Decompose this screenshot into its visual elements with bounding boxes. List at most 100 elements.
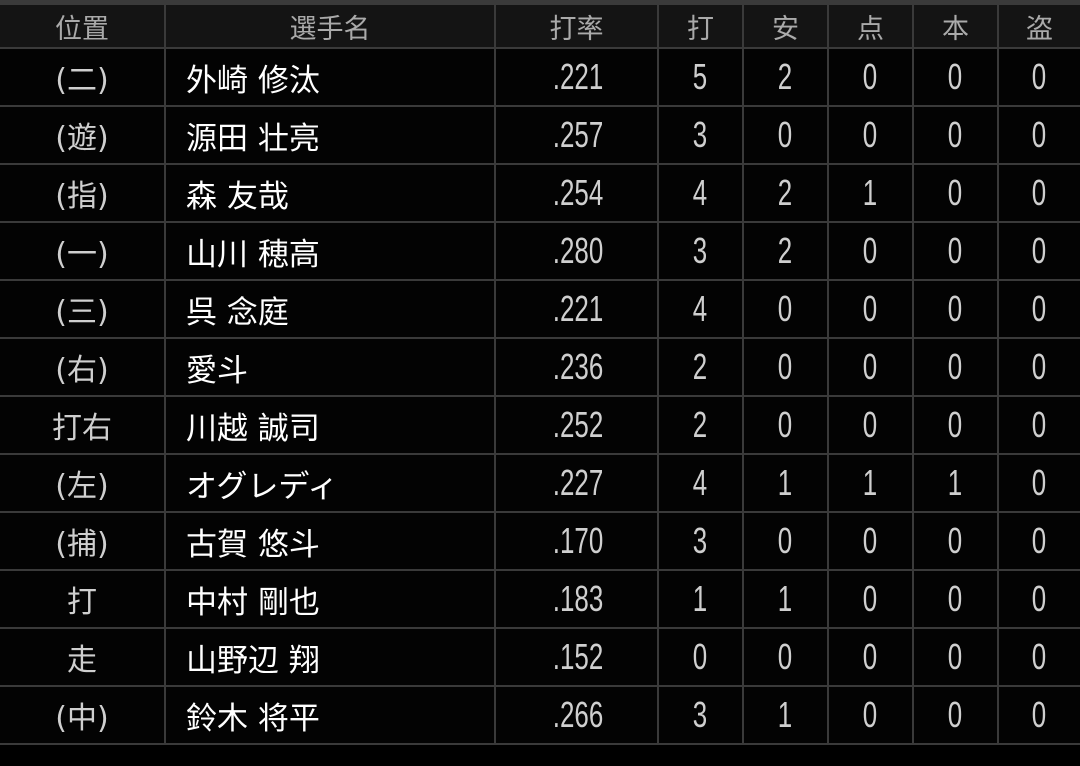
batting-stats-table: 位置 選手名 打率打安点本盗 (二) 外崎 修汰 .221 5 2 0 0 0 (遊) 源田 壮亮 .2… <box>0 5 1080 745</box>
cell-hits: 1 <box>742 569 829 629</box>
cell-value: 0 <box>948 56 963 97</box>
cell-value: 0 <box>863 578 878 619</box>
cell-hits: 0 <box>742 105 829 165</box>
table-row: 打右 川越 誠司 .252 2 0 0 0 0 <box>0 395 1080 455</box>
cell-rbi: 1 <box>827 453 914 513</box>
table-row: (左) オグレディ .227 4 1 1 1 0 <box>0 453 1080 513</box>
cell-value: .236 <box>552 346 604 387</box>
cell-hits: 0 <box>742 511 829 571</box>
table-row: (三) 呉 念庭 .221 4 0 0 0 0 <box>0 279 1080 339</box>
cell-batting-average: .183 <box>494 569 659 629</box>
cell-stolen-bases: 0 <box>997 47 1080 107</box>
cell-value: 0 <box>948 404 963 445</box>
cell-at-bats: 4 <box>657 453 744 513</box>
cell-value: 0 <box>948 520 963 561</box>
cell-rbi: 1 <box>827 163 914 223</box>
cell-stolen-bases: 0 <box>997 627 1080 687</box>
cell-value: 0 <box>778 636 793 677</box>
cell-batting-average: .254 <box>494 163 659 223</box>
cell-home-runs: 0 <box>912 47 999 107</box>
cell-stolen-bases: 0 <box>997 337 1080 397</box>
cell-value: .266 <box>552 694 604 735</box>
cell-batting-average: .280 <box>494 221 659 281</box>
cell-player-name: 川越 誠司 <box>164 395 496 455</box>
cell-home-runs: 0 <box>912 163 999 223</box>
cell-batting-average: .236 <box>494 337 659 397</box>
header-row: 位置 選手名 打率打安点本盗 <box>0 5 1080 49</box>
cell-value: 1 <box>778 578 793 619</box>
cell-value: 0 <box>1032 230 1047 271</box>
cell-position: (左) <box>0 453 166 513</box>
cell-value: 1 <box>863 172 878 213</box>
cell-value: .221 <box>552 56 604 97</box>
cell-stolen-bases: 0 <box>997 685 1080 745</box>
cell-stolen-bases: 0 <box>997 453 1080 513</box>
cell-value: 0 <box>1032 578 1047 619</box>
top-bar <box>0 0 1080 5</box>
cell-home-runs: 0 <box>912 337 999 397</box>
cell-value: 0 <box>863 636 878 677</box>
cell-value: 1 <box>693 578 708 619</box>
cell-player-name: 古賀 悠斗 <box>164 511 496 571</box>
cell-value: 0 <box>1032 346 1047 387</box>
cell-batting-average: .227 <box>494 453 659 513</box>
header-batting-average: 打率 <box>494 5 659 49</box>
table-row: (一) 山川 穂高 .280 3 2 0 0 0 <box>0 221 1080 281</box>
cell-hits: 0 <box>742 627 829 687</box>
cell-player-name: 山川 穂高 <box>164 221 496 281</box>
table-row: 走山野辺 翔 .152 0 0 0 0 0 <box>0 627 1080 687</box>
cell-value: 0 <box>778 404 793 445</box>
cell-home-runs: 0 <box>912 569 999 629</box>
cell-position: (三) <box>0 279 166 339</box>
cell-at-bats: 3 <box>657 685 744 745</box>
cell-value: 0 <box>778 346 793 387</box>
header-position: 位置 <box>0 5 166 49</box>
cell-value: 0 <box>948 578 963 619</box>
cell-value: 0 <box>863 520 878 561</box>
cell-value: .257 <box>552 114 604 155</box>
cell-at-bats: 4 <box>657 279 744 339</box>
cell-stolen-bases: 0 <box>997 569 1080 629</box>
cell-batting-average: .257 <box>494 105 659 165</box>
cell-value: 0 <box>948 172 963 213</box>
table-row: (右) 愛斗 .236 2 0 0 0 0 <box>0 337 1080 397</box>
cell-player-name: 源田 壮亮 <box>164 105 496 165</box>
cell-home-runs: 0 <box>912 627 999 687</box>
table-row: 打中村 剛也 .183 1 1 0 0 0 <box>0 569 1080 629</box>
cell-hits: 2 <box>742 221 829 281</box>
cell-rbi: 0 <box>827 685 914 745</box>
cell-position: (右) <box>0 337 166 397</box>
cell-batting-average: .221 <box>494 279 659 339</box>
cell-hits: 1 <box>742 685 829 745</box>
cell-value: 2 <box>693 346 708 387</box>
cell-home-runs: 0 <box>912 221 999 281</box>
cell-value: 0 <box>1032 462 1047 503</box>
cell-hits: 0 <box>742 395 829 455</box>
cell-value: 0 <box>948 346 963 387</box>
cell-value: 2 <box>693 404 708 445</box>
cell-value: 0 <box>948 636 963 677</box>
cell-rbi: 0 <box>827 627 914 687</box>
table-row: (二) 外崎 修汰 .221 5 2 0 0 0 <box>0 47 1080 107</box>
cell-position: (中) <box>0 685 166 745</box>
cell-value: 3 <box>693 114 708 155</box>
cell-value: 0 <box>1032 114 1047 155</box>
cell-position: (一) <box>0 221 166 281</box>
cell-position: 走 <box>0 627 166 687</box>
cell-value: 0 <box>863 114 878 155</box>
cell-value: 1 <box>778 694 793 735</box>
table-row: (中) 鈴木 将平 .266 3 1 0 0 0 <box>0 685 1080 745</box>
cell-value: 0 <box>778 288 793 329</box>
cell-player-name: 森 友哉 <box>164 163 496 223</box>
cell-rbi: 0 <box>827 105 914 165</box>
cell-home-runs: 0 <box>912 511 999 571</box>
cell-value: 3 <box>693 694 708 735</box>
cell-home-runs: 0 <box>912 279 999 339</box>
cell-position: (指) <box>0 163 166 223</box>
cell-rbi: 0 <box>827 47 914 107</box>
cell-value: 1 <box>778 462 793 503</box>
cell-player-name: オグレディ <box>164 453 496 513</box>
header-home-runs: 本 <box>912 5 999 49</box>
cell-value: .252 <box>552 404 604 445</box>
cell-at-bats: 2 <box>657 337 744 397</box>
